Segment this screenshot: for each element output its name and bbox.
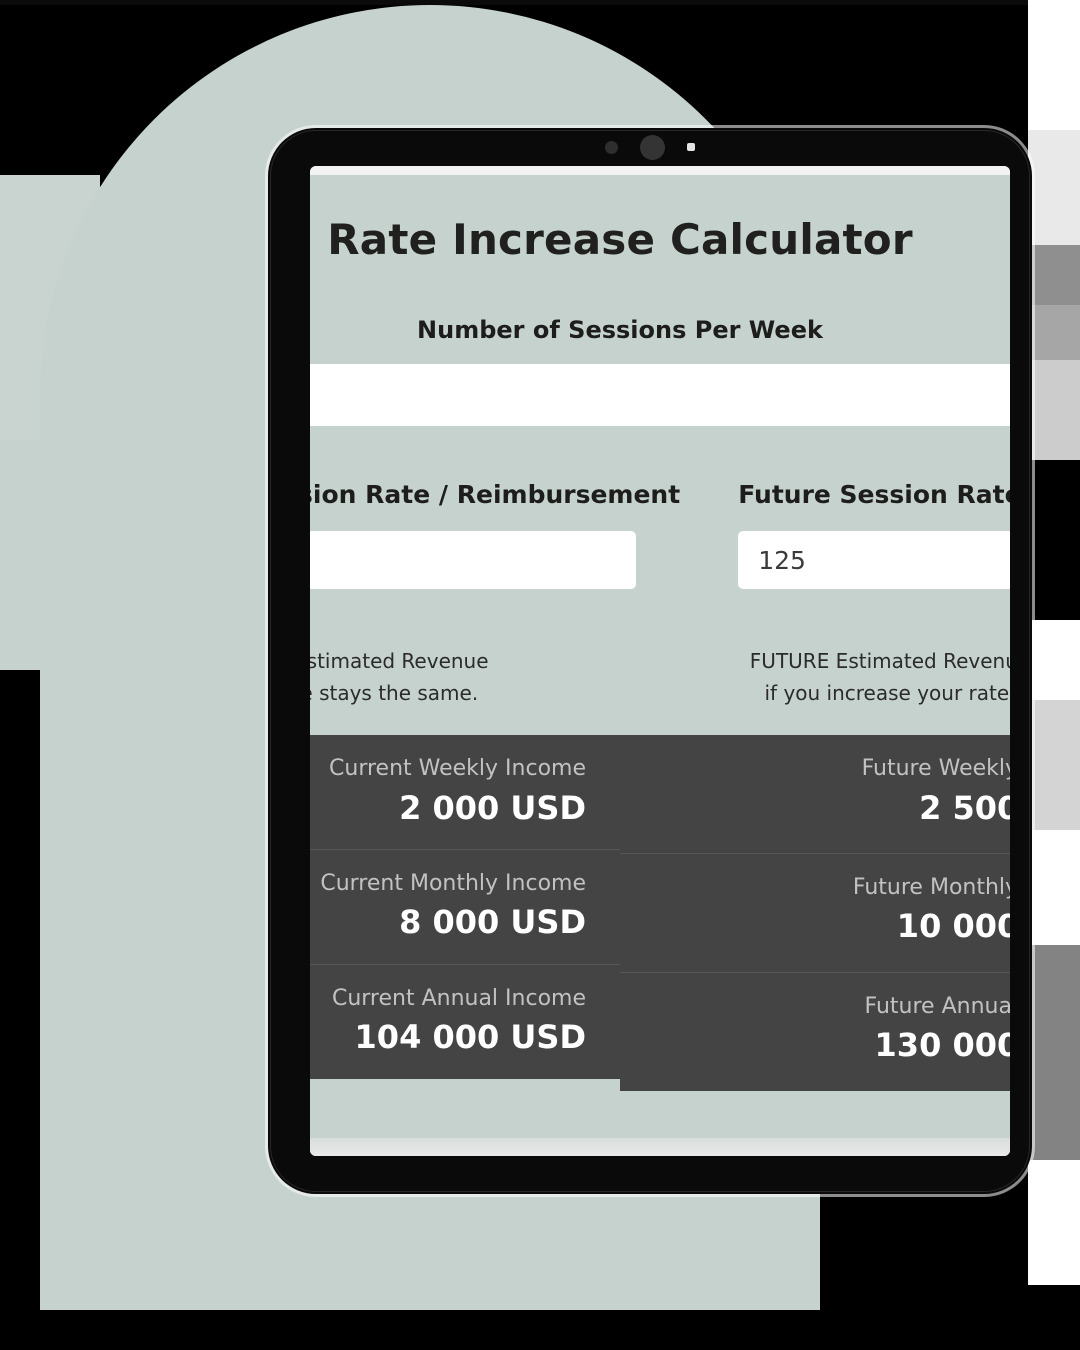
future-revenue-description: FUTURE Estimated Revenue if you increase… (632, 645, 1010, 709)
current-revenue-description-line1: CURRENT Estimated Revenue (310, 649, 489, 673)
background-top-strip (0, 0, 1080, 5)
current-revenue-description-line2: if your rate stays the same. (310, 681, 479, 705)
future-rate-group: Future Session Rate / Reimbursement 125 (702, 480, 1010, 589)
revenue-descriptions-row: CURRENT Estimated Revenue if your rate s… (310, 645, 1010, 709)
result-caption: Future Annual Income (864, 993, 1010, 1019)
background-rect-white-bot (1028, 1160, 1080, 1285)
result-value: 104 000 USD (354, 1018, 586, 1057)
sessions-per-week-label: Number of Sessions Per Week (417, 316, 823, 344)
tablet-top-bezel (268, 128, 1032, 166)
result-caption: Current Monthly Income (320, 870, 586, 896)
current-revenue-description: CURRENT Estimated Revenue if your rate s… (310, 645, 632, 709)
tablet-screen: Rate Increase Calculator Number of Sessi… (310, 166, 1010, 1156)
result-caption: Current Weekly Income (329, 756, 586, 781)
flash-dot-icon (687, 143, 695, 151)
result-value: 10 000 USD (896, 907, 1010, 946)
table-row: Future Annual Income 130 000 USD (620, 973, 1010, 1091)
current-rate-label: Current Session Rate / Reimbursement (310, 480, 681, 509)
result-value: 2 500 USD (919, 788, 1010, 827)
rate-increase-calculator-app: Rate Increase Calculator Number of Sessi… (310, 175, 1010, 1156)
result-caption: Current Annual Income (331, 985, 586, 1011)
future-rate-label: Future Session Rate / Reimbursement (738, 480, 1010, 509)
result-caption: Future Weekly Income (861, 756, 1010, 781)
current-results-column: Current Weekly Income 2 000 USD Current … (310, 735, 620, 1079)
background-rect-grey-e (1028, 700, 1080, 830)
table-row: Future Weekly Income 2 500 USD (620, 735, 1010, 854)
result-value: 130 000 USD (874, 1026, 1010, 1065)
result-value: 8 000 USD (399, 903, 586, 942)
background-rect-white-mid (1028, 620, 1080, 700)
table-row: Current Annual Income 104 000 USD (310, 965, 620, 1079)
screen-bottom-bar (310, 1138, 1010, 1156)
background-rect-grey-c (1028, 305, 1080, 360)
future-rate-input[interactable]: 125 (738, 531, 1010, 589)
result-value: 2 000 USD (399, 788, 586, 827)
front-camera-icon (640, 134, 665, 160)
background-rect-white-mid2 (1028, 830, 1080, 945)
future-revenue-description-line2: if you increase your rate. (764, 681, 1010, 705)
table-row: Current Monthly Income 8 000 USD (310, 850, 620, 965)
background-rect-grey-d (1028, 360, 1080, 460)
current-rate-group: Current Session Rate / Reimbursement (310, 480, 702, 589)
table-row: Future Monthly Income 10 000 USD (620, 854, 1010, 973)
results-table: Current Weekly Income 2 000 USD Current … (310, 735, 1010, 1091)
background-rect-grey-f (1028, 945, 1080, 1160)
future-revenue-description-line1: FUTURE Estimated Revenue (749, 649, 1010, 673)
tablet-device: Rate Increase Calculator Number of Sessi… (268, 128, 1032, 1194)
sessions-per-week-input[interactable] (310, 364, 1010, 426)
rate-inputs-row: Current Session Rate / Reimbursement Fut… (310, 480, 1010, 589)
screen-top-bar (310, 166, 1010, 175)
current-rate-input[interactable] (310, 531, 636, 589)
background-rect-grey-b (1028, 245, 1080, 305)
future-results-column: Future Weekly Income 2 500 USD Future Mo… (620, 735, 1010, 1091)
background-rect-white-top (1028, 0, 1080, 132)
table-row: Current Weekly Income 2 000 USD (310, 735, 620, 850)
sensor-dot-icon (605, 140, 618, 154)
page-title: Rate Increase Calculator (327, 215, 913, 264)
background-rect-grey-a (1028, 130, 1080, 250)
result-caption: Future Monthly Income (852, 874, 1010, 900)
